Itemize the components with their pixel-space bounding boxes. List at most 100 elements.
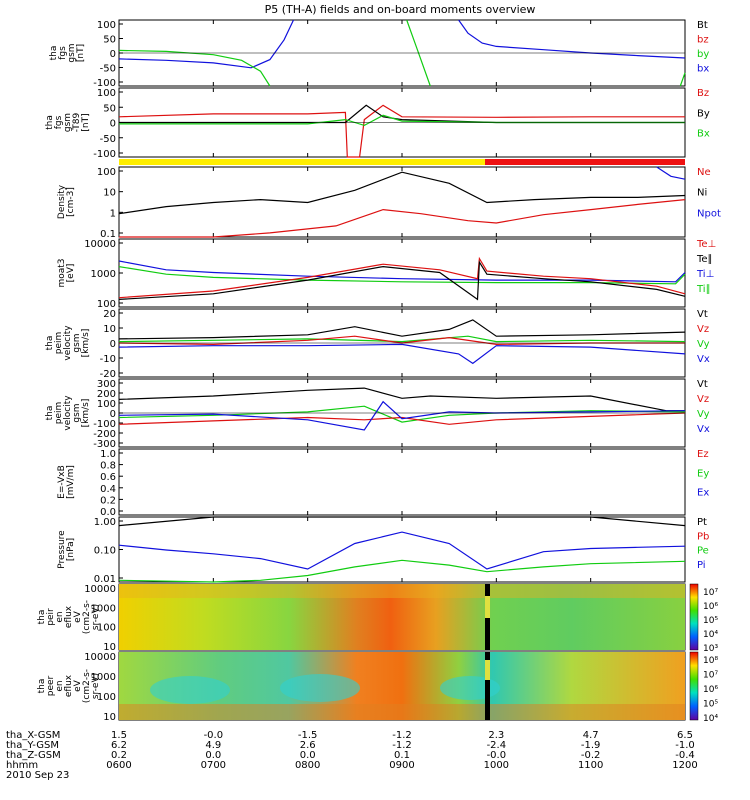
- efield-ytick-label: 1.0: [100, 449, 116, 460]
- footer-value: -0.0: [204, 730, 224, 741]
- footer-value: 1100: [578, 760, 603, 771]
- fgs-t89-ytick-label: 50: [103, 103, 116, 114]
- footer-value: -2.4: [487, 740, 507, 751]
- velocity-legend-0: Vt: [697, 379, 708, 390]
- ion-spectrogram-colorbar-label: 10⁷: [703, 588, 718, 598]
- pressure-panel: 1.00 0.10 0.01 Pressure [nPa] Pt Pb Pe Pi: [57, 516, 709, 585]
- pressure-ytick-label: 1.00: [94, 517, 116, 528]
- density-legend-2: Npot: [697, 208, 721, 219]
- ion-spectrogram-colorbar-label: 10³: [703, 644, 718, 654]
- density-series-ne: [119, 199, 686, 238]
- velocity-series-vt: [118, 387, 685, 412]
- velocity-perp-legend-0: Vt: [697, 309, 708, 320]
- fgs-ylabel: tha: [49, 46, 59, 61]
- electron-spectrogram-ylabel: sr-eV): [91, 673, 101, 699]
- efield-legend-2: Ex: [697, 488, 709, 499]
- velocity-perp-ylabel: velocity: [63, 325, 73, 361]
- footer-value: 0900: [389, 760, 414, 771]
- ion-spectrogram-ylabel: eV: [73, 610, 83, 623]
- fgs-ylabel: fgs: [58, 46, 68, 60]
- velocity-perp-ytick-label: -10: [100, 354, 116, 365]
- velocity-perp-ylabel: [km/s]: [81, 329, 91, 358]
- footer-row-label: tha_Y-GSM: [6, 740, 59, 751]
- electron-spectrogram-colorbar-label: 10⁷: [703, 671, 718, 681]
- velocity-ytick-label: 300: [97, 379, 116, 390]
- fgs-ytick-label: -50: [100, 64, 116, 75]
- ion-spectrogram-colorbar-label: 10⁵: [703, 616, 718, 626]
- electron-spectrogram-colorbar-label: 10⁵: [703, 700, 718, 710]
- temperature-legend-2: Ti⊥: [696, 269, 714, 280]
- fgs-panel: 100 50 0 -50 -100 tha fgs gsm [nT] Bt bz by bx: [49, 19, 709, 89]
- fgs-ylabel: gsm: [67, 43, 77, 62]
- footer-ephemeris: tha_X-GSM 1.5 -0.0 -1.5 -1.2 2.3 4.7 6.5 tha_Y-G…: [6, 730, 698, 781]
- ion-spectrogram-ytick-label: 1000: [91, 603, 116, 614]
- efield-ytick-label: 0.0: [100, 507, 116, 518]
- electron-spectrogram-ylabel: peer: [46, 675, 56, 696]
- electron-spectrogram-ylabel: eflux: [64, 674, 74, 697]
- ion-spectrogram-ylabel: peir: [46, 608, 56, 626]
- density-ylabel: Density: [57, 184, 67, 219]
- efield-ytick-label: 0.6: [100, 472, 116, 483]
- fgs-ylabel: [nT]: [76, 44, 86, 62]
- mode-bar-fast: [485, 159, 685, 165]
- efield-ytick-label: 0.2: [100, 495, 116, 506]
- footer-value: -1.0: [675, 740, 695, 751]
- velocity-ytick-label: 100: [97, 399, 116, 410]
- electron-colorbar: [689, 651, 699, 721]
- electron-spectrogram-ylabel: eV: [73, 679, 83, 692]
- footer-value: -1.2: [392, 740, 412, 751]
- density-ytick-label: 100: [97, 167, 116, 178]
- pressure-series-pt: [118, 516, 686, 527]
- velocity-perp-ylabel: tha: [45, 336, 55, 351]
- temperature-series-ti: [118, 260, 686, 283]
- footer-value: -1.5: [298, 730, 318, 741]
- velocity-ytick-label: -300: [93, 439, 116, 450]
- density-series-npot: [656, 166, 686, 180]
- velocity-ytick-label: -100: [93, 419, 116, 430]
- fgs-t89-legend-2: Bx: [697, 129, 710, 140]
- footer-value: 2.3: [488, 730, 504, 741]
- footer-value: 1.5: [111, 730, 127, 741]
- temperature-ylabel: moat3: [57, 258, 67, 287]
- velocity-series-vy: [118, 405, 686, 423]
- efield-legend-1: Ey: [697, 468, 709, 479]
- ion-spectrogram-ytick-label: 10: [103, 642, 116, 653]
- ion-colorbar: [689, 583, 699, 651]
- density-legend-1: Ni: [697, 188, 707, 199]
- fgs-t89-ylabel: -T89: [72, 113, 82, 133]
- pressure-frame: [118, 516, 686, 583]
- footer-value: 6.5: [677, 730, 693, 741]
- pressure-legend-1: Pb: [697, 531, 709, 542]
- fgs-t89-legend-1: By: [697, 108, 710, 119]
- electron-spectrogram-ylabel: tha: [37, 679, 47, 694]
- electron-spectrogram-ytick-label: 10000: [84, 652, 116, 663]
- pressure-legend-3: Pi: [697, 560, 706, 571]
- velocity-ytick-label: 0: [110, 409, 116, 420]
- velocity-ylabel: tha: [45, 406, 55, 421]
- fgs-t89-series-bz: [118, 104, 685, 158]
- footer-value: 0.2: [111, 750, 127, 761]
- electron-spectrogram-ytick-label: 100: [97, 692, 116, 703]
- velocity-perp-series-vy: [118, 335, 686, 343]
- fgs-t89-legend-0: Bz: [697, 88, 709, 99]
- electron-spectrogram-ytick-label: 10: [103, 712, 116, 723]
- velocity-perp-legend-2: Vy: [697, 339, 710, 350]
- density-series-ni: [118, 171, 686, 215]
- velocity-ylabel: gsm: [72, 403, 82, 422]
- velocity-legend-1: Vz: [697, 394, 709, 405]
- footer-row-label: tha_Z-GSM: [6, 750, 61, 761]
- ion-spectrogram-ylabel: en: [55, 611, 65, 622]
- fgs-series-bx: [118, 19, 686, 69]
- velocity-ylabel: velocity: [63, 395, 73, 431]
- footer-value: -1.9: [581, 740, 601, 751]
- density-panel: 100 10 1 0.1 Density [cm-3] Ne Ni Npot: [57, 166, 721, 240]
- footer-value: 0.0: [300, 750, 316, 761]
- footer-value: 0800: [295, 760, 320, 771]
- footer-date: 2010 Sep 23: [6, 770, 69, 781]
- footer-value: 6.2: [111, 740, 127, 751]
- density-ytick-label: 0.1: [100, 229, 116, 240]
- efield-ylabel: E=-VxB: [57, 465, 67, 499]
- temperature-frame: [118, 238, 686, 308]
- ion-spectrogram-colorbar-label: 10⁴: [703, 630, 718, 640]
- density-ytick-label: 10: [103, 188, 116, 199]
